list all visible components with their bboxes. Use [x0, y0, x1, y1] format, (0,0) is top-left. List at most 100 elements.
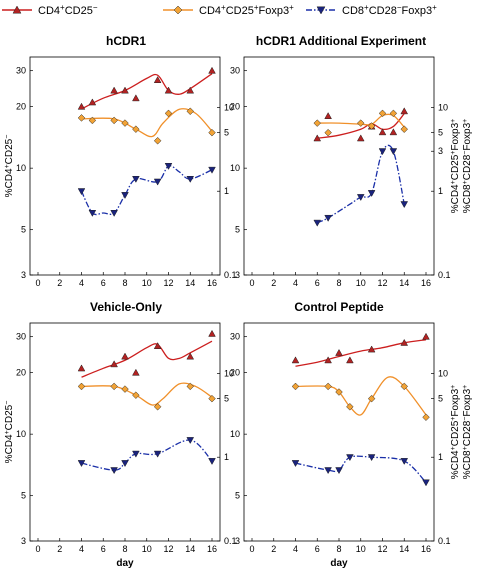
data-point-cd8-foxp3 — [110, 467, 118, 475]
y-axis-title-right-bottom: %CD4+CD25+Foxp3+ %CD8+CD28−Foxp3+ — [450, 385, 474, 480]
x-tick-label: 4 — [293, 278, 298, 288]
y-tick-label-left: 30 — [16, 332, 26, 342]
data-point-cd4-foxp3 — [356, 119, 365, 127]
plot-area-control-peptide: 0 2 4 6 8 10 12 14 16 3 5 10 20 30 0.1 1 5 10 — [230, 332, 451, 554]
data-point-cd4-foxp3 — [121, 119, 129, 127]
y-tick-label-right: 0.1 — [438, 536, 451, 546]
x-tick-label: 4 — [293, 544, 298, 554]
x-tick-label: 2 — [271, 544, 276, 554]
data-point-cd4-cd25neg — [422, 332, 430, 340]
series-line-cd8-foxp3 — [80, 165, 213, 216]
series-line-cd4-foxp3 — [295, 376, 427, 416]
data-point-cd8-foxp3 — [132, 450, 140, 458]
x-tick-label: 12 — [377, 544, 387, 554]
data-point-cd8-foxp3 — [389, 148, 398, 156]
x-tick-label: 6 — [101, 544, 106, 554]
y-tick-label-left: 10 — [16, 429, 26, 439]
y-tick-label-left: 10 — [230, 429, 240, 439]
data-point-cd4-foxp3 — [389, 109, 398, 118]
data-point-cd8-foxp3 — [208, 458, 216, 465]
data-point-cd8-foxp3 — [422, 479, 430, 487]
data-point-cd4-cd25neg — [110, 86, 118, 94]
x-tick-label: 8 — [336, 544, 341, 554]
y-tick-label-left: 5 — [235, 491, 240, 501]
panel-control-peptide: Control Peptide 0 2 4 6 8 10 12 14 16 3 5 10 20 30 0.1… — [230, 300, 451, 569]
x-axis-title-control-peptide: day — [330, 558, 348, 569]
x-tick-label: 2 — [57, 278, 62, 288]
y-tick-label-right: 5 — [438, 128, 443, 138]
y-tick-label-left: 3 — [21, 536, 26, 546]
data-point-cd4-foxp3 — [400, 382, 409, 391]
data-point-cd8-foxp3 — [121, 192, 129, 199]
data-point-cd4-cd25neg — [324, 356, 332, 364]
series-line-cd4-cd25neg — [81, 73, 213, 110]
y-tick-label-left: 3 — [235, 270, 240, 280]
y-tick-label-left: 20 — [16, 102, 26, 112]
data-point-cd4-foxp3 — [153, 137, 162, 145]
data-point-cd4-cd25neg — [367, 345, 376, 353]
data-point-cd4-foxp3 — [110, 116, 118, 125]
data-point-cd8-foxp3 — [400, 458, 409, 465]
data-point-cd4-cd25neg — [110, 360, 118, 368]
data-point-cd4-foxp3 — [422, 413, 430, 422]
data-point-cd8-foxp3 — [164, 163, 173, 170]
y-tick-label-left: 3 — [21, 270, 26, 280]
data-point-cd4-foxp3 — [324, 382, 332, 391]
data-point-cd8-foxp3 — [291, 460, 300, 468]
y-tick-label-right: 0.1 — [224, 536, 237, 546]
data-point-cd4-foxp3 — [400, 125, 409, 133]
x-tick-label: 6 — [315, 544, 320, 554]
y-tick-label-right: 10 — [224, 102, 234, 112]
svg-text:%CD4+CD25+Foxp3+: %CD4+CD25+Foxp3+ — [450, 119, 462, 214]
data-point-cd4-foxp3 — [208, 394, 216, 403]
svg-text:%CD8+CD28−Foxp3+: %CD8+CD28−Foxp3+ — [462, 385, 474, 480]
data-point-cd4-foxp3 — [153, 403, 162, 411]
data-point-cd8-foxp3 — [186, 176, 195, 183]
x-tick-label: 2 — [57, 544, 62, 554]
data-point-cd8-foxp3 — [153, 178, 162, 186]
x-tick-label: 10 — [142, 544, 152, 554]
series-line-cd8-foxp3 — [81, 439, 213, 471]
x-tick-label: 16 — [421, 544, 431, 554]
y-tick-label-left: 3 — [235, 536, 240, 546]
x-tick-label: 0 — [249, 544, 254, 554]
x-tick-label: 10 — [356, 278, 366, 288]
data-point-cd4-cd25neg — [378, 128, 387, 136]
y-tick-label-left: 30 — [230, 66, 240, 76]
data-point-cd8-foxp3 — [378, 148, 387, 156]
data-point-cd4-foxp3 — [132, 125, 140, 133]
x-tick-label: 10 — [142, 278, 152, 288]
data-point-cd4-foxp3 — [324, 128, 332, 137]
y-axis-title-left-bottom: %CD4+CD25− — [4, 401, 16, 464]
y-tick-label-left: 5 — [21, 225, 26, 235]
data-point-cd4-foxp3 — [367, 394, 376, 403]
y-tick-label-left: 30 — [230, 332, 240, 342]
data-point-cd4-cd25neg — [186, 86, 195, 94]
data-point-cd4-foxp3 — [346, 403, 354, 411]
y-tick-label-right: 10 — [438, 102, 448, 112]
data-point-cd8-foxp3 — [110, 210, 118, 217]
x-tick-label: 2 — [271, 278, 276, 288]
data-point-cd4-cd25neg — [324, 112, 332, 119]
data-point-cd4-cd25neg — [88, 98, 97, 106]
data-point-cd4-cd25neg — [164, 86, 173, 94]
data-point-cd8-foxp3 — [77, 460, 86, 468]
x-tick-label: 16 — [207, 278, 217, 288]
data-point-cd4-cd25neg — [356, 134, 365, 142]
x-tick-label: 0 — [249, 278, 254, 288]
data-point-cd4-cd25neg — [132, 94, 140, 102]
data-point-cd4-cd25neg — [335, 348, 343, 356]
x-tick-label: 16 — [207, 544, 217, 554]
data-point-cd8-foxp3 — [324, 214, 332, 222]
data-point-cd4-cd25neg — [400, 107, 409, 115]
data-point-cd4-cd25neg — [400, 338, 409, 346]
data-point-cd4-foxp3 — [208, 128, 216, 137]
data-point-cd8-foxp3 — [208, 166, 216, 174]
plot-area-hcdr1-additional: 0 2 4 6 8 10 12 14 16 3 5 10 20 30 0.1 1 3 5 10 — [230, 66, 451, 288]
y-tick-label-left: 20 — [16, 368, 26, 378]
x-tick-label: 16 — [421, 278, 431, 288]
x-tick-label: 8 — [122, 544, 127, 554]
data-point-cd8-foxp3 — [356, 194, 365, 202]
